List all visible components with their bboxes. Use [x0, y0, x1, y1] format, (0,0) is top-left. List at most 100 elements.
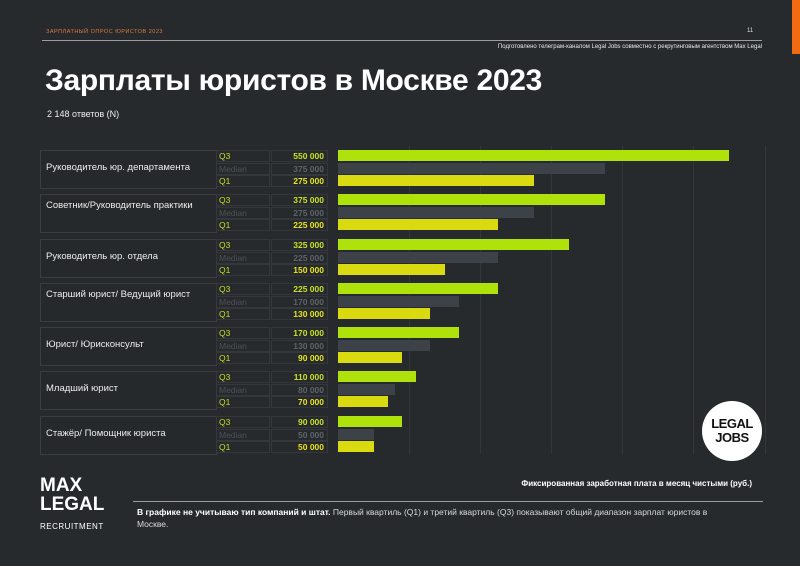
q1-bar [338, 264, 445, 275]
position-name: Младший юрист [46, 383, 118, 394]
salary-value: 225 000 [271, 251, 328, 264]
row-box [40, 327, 217, 366]
median-bar [338, 428, 374, 440]
salary-value: 275 000 [271, 175, 328, 187]
gridline [551, 146, 553, 454]
quartile-label: Q3 [216, 371, 270, 383]
median-bar [338, 383, 395, 395]
position-name: Юрист/ Юрисконсульт [46, 339, 144, 350]
q1-bar [338, 219, 498, 230]
accent-tab [792, 0, 800, 54]
salary-value: 110 000 [271, 371, 328, 383]
quartile-label: Median [216, 383, 270, 396]
quartile-label: Q1 [216, 308, 270, 320]
salary-value: 170 000 [271, 295, 328, 308]
legal-jobs-logo: LEGAL JOBS [702, 401, 762, 461]
median-bar [338, 251, 498, 263]
logo-text: LEGAL [711, 416, 753, 431]
quartile-label: Q1 [216, 219, 270, 231]
median-bar [338, 206, 534, 218]
quartile-label: Median [216, 162, 270, 175]
quartile-label: Q3 [216, 416, 270, 428]
q1-bar [338, 175, 534, 186]
table-row: Младший юрист Q3 110 000 Median 80 000 Q1 70 0… [40, 371, 333, 410]
median-bar [338, 162, 605, 174]
table-row: Руководитель юр. департамента Q3 550 000 Me… [40, 150, 333, 189]
response-count: 2 148 ответов (N) [47, 109, 120, 119]
quartile-label: Median [216, 206, 270, 219]
table-row: Руководитель юр. отдела Q3 325 000 Median 22… [40, 239, 333, 278]
max-legal-logo: MAX LEGAL RECRUITMENT [40, 476, 104, 536]
logo-text: JOBS [715, 430, 749, 445]
median-bar [338, 295, 459, 307]
median-bar [338, 339, 431, 351]
quartile-label: Median [216, 251, 270, 264]
q3-bar [338, 150, 729, 161]
credit-text: Подготовлено телеграм-каналом Legal Jobs… [497, 44, 762, 50]
position-name: Советник/Руководитель практики [46, 200, 193, 211]
q1-bar [338, 352, 402, 363]
logo-text: MAX [40, 475, 83, 496]
quartile-label: Q1 [216, 352, 270, 364]
quartile-label: Median [216, 295, 270, 308]
salary-value: 130 000 [271, 308, 328, 320]
table-row: Старший юрист/ Ведущий юрист Q3 225 000 Med… [40, 283, 333, 322]
divider [133, 501, 763, 502]
survey-label: ЗАРПЛАТНЫЙ ОПРОС ЮРИСТОВ 2023 [46, 29, 163, 35]
salary-value: 225 000 [271, 219, 328, 231]
table-row: Советник/Руководитель практики Q3 375 000 M… [40, 194, 333, 233]
gridline [693, 146, 695, 454]
quartile-label: Q3 [216, 283, 270, 295]
salary-value: 375 000 [271, 194, 328, 206]
position-name: Старший юрист/ Ведущий юрист [46, 289, 191, 300]
gridline [764, 146, 766, 454]
q3-bar [338, 371, 417, 382]
salary-value: 170 000 [271, 327, 328, 339]
salary-value: 325 000 [271, 239, 328, 251]
q3-bar [338, 283, 498, 294]
quartile-label: Q1 [216, 175, 270, 187]
quartile-label: Q1 [216, 264, 270, 276]
logo-text: LEGAL [40, 494, 105, 515]
q3-bar [338, 239, 570, 250]
quartile-label: Q3 [216, 194, 270, 206]
table-row: Стажёр/ Помощник юриста Q3 90 000 Median 50 … [40, 416, 333, 455]
quartile-label: Q3 [216, 327, 270, 339]
table-row: Юрист/ Юрисконсульт Q3 170 000 Median 130 00… [40, 327, 333, 366]
page-title: Зарплаты юристов в Москве 2023 [45, 64, 542, 97]
axis-label: Фиксированная заработная плата в месяц ч… [521, 479, 752, 488]
q1-bar [338, 441, 374, 452]
salary-value: 50 000 [271, 441, 328, 453]
salary-value: 150 000 [271, 264, 328, 276]
footnote-bold: В графике не учитываю тип компаний и шта… [137, 507, 331, 517]
salary-value: 50 000 [271, 428, 328, 441]
salary-value: 375 000 [271, 162, 328, 175]
gridline [622, 146, 624, 454]
footnote-text: Первый квартиль (Q1) и третий квартиль (… [137, 507, 708, 529]
row-box [40, 194, 217, 233]
row-box [40, 239, 217, 278]
position-name: Стажёр/ Помощник юриста [46, 428, 166, 439]
salary-value: 70 000 [271, 396, 328, 408]
quartile-label: Q3 [216, 239, 270, 251]
quartile-label: Q1 [216, 441, 270, 453]
salary-value: 550 000 [271, 150, 328, 162]
quartile-label: Median [216, 339, 270, 352]
salary-value: 90 000 [271, 352, 328, 364]
row-box [40, 283, 217, 322]
salary-value: 130 000 [271, 339, 328, 352]
q3-bar [338, 416, 402, 427]
q1-bar [338, 308, 431, 319]
row-box [40, 371, 217, 410]
q3-bar [338, 327, 459, 338]
divider [42, 40, 762, 41]
quartile-label: Q3 [216, 150, 270, 162]
row-box [40, 150, 217, 189]
footnote: В графике не учитываю тип компаний и шта… [137, 506, 717, 530]
quartile-label: Q1 [216, 396, 270, 408]
q3-bar [338, 194, 605, 205]
gridline [480, 146, 482, 454]
salary-value: 90 000 [271, 416, 328, 428]
salary-value: 225 000 [271, 283, 328, 295]
salary-value: 80 000 [271, 383, 328, 396]
